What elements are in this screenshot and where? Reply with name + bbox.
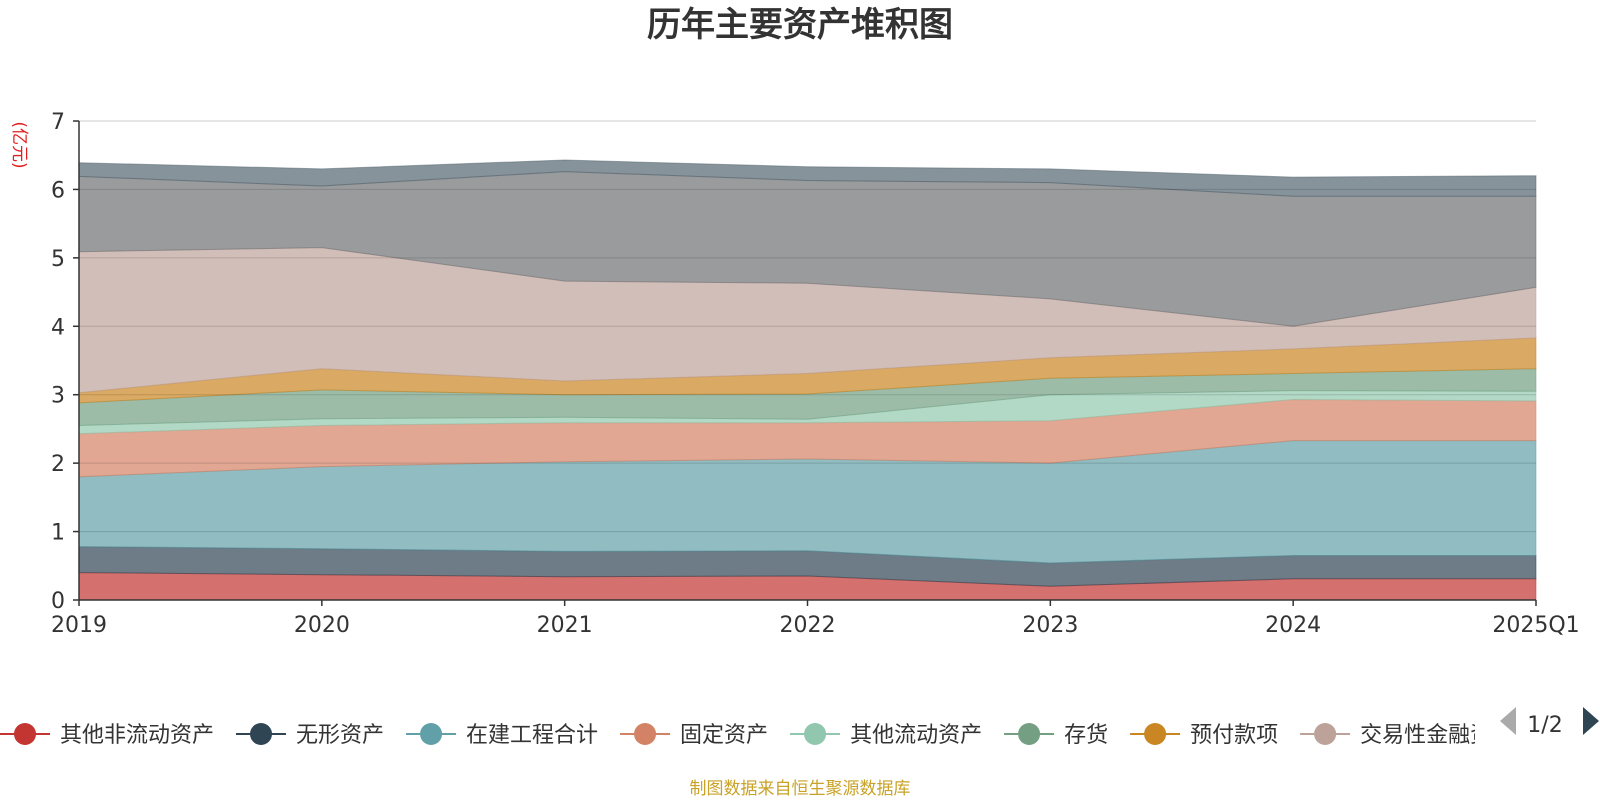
legend-label: 预付款项	[1190, 723, 1278, 748]
legend-label: 在建工程合计	[466, 723, 598, 748]
legend-label: 交易性金融资产	[1360, 723, 1514, 748]
legend-prev-icon[interactable]	[1500, 707, 1516, 735]
legend-label: 固定资产	[680, 723, 768, 748]
x-tick-label: 2023	[1022, 613, 1078, 638]
y-tick-label: 6	[51, 178, 65, 203]
chart-title: 历年主要资产堆积图	[647, 5, 953, 45]
y-axis-unit: (亿元)	[9, 121, 29, 168]
legend-marker-icon	[1314, 723, 1337, 745]
legend-marker-icon	[1144, 723, 1167, 745]
x-tick-label: 2021	[537, 613, 593, 638]
legend-marker-icon	[634, 723, 657, 745]
legend-item[interactable]: 交易性金融资产	[1300, 723, 1514, 748]
legend-marker-icon	[1018, 723, 1041, 745]
legend-item[interactable]: 其他非流动资产	[0, 723, 214, 748]
y-tick-label: 1	[51, 521, 65, 546]
legend-marker-icon	[420, 723, 443, 745]
legend-item[interactable]: 在建工程合计	[406, 723, 598, 748]
y-tick-label: 3	[51, 384, 65, 409]
y-tick-label: 0	[51, 589, 65, 614]
legend-label: 其他非流动资产	[60, 723, 214, 748]
legend-marker-icon	[804, 723, 827, 745]
legend-label: 存货	[1064, 723, 1108, 748]
y-tick-label: 5	[51, 247, 65, 272]
legend-pager: 1/2	[1500, 707, 1599, 738]
legend-marker-icon	[14, 723, 36, 745]
x-tick-label: 2025Q1	[1492, 613, 1579, 638]
y-tick-label: 2	[51, 452, 65, 477]
y-tick-label: 7	[51, 110, 65, 135]
grid-lines	[79, 120, 1536, 533]
legend-label: 无形资产	[296, 723, 384, 748]
legend-item[interactable]: 固定资产	[620, 723, 768, 748]
x-tick-label: 2019	[51, 613, 107, 638]
series-areas	[78, 159, 1537, 601]
source-note: 制图数据来自恒生聚源数据库	[690, 779, 911, 799]
legend-label: 其他流动资产	[850, 723, 982, 748]
legend: 其他非流动资产 无形资产 在建工程合计 固定资产 其他流动资产 存货 预付款项 交易性金融资产	[0, 723, 1514, 748]
x-tick-label: 2022	[780, 613, 836, 638]
y-tick-label: 4	[51, 315, 65, 340]
axes: 0 1 2 3 4 5 6 7 2019 2020 2021 2022 2023 2024 2025Q1	[51, 110, 1580, 638]
x-tick-label: 2020	[294, 613, 350, 638]
legend-item[interactable]: 其他流动资产	[790, 723, 982, 748]
area-series-9[interactable]	[78, 159, 1537, 197]
legend-next-icon[interactable]	[1583, 707, 1599, 735]
legend-item[interactable]: 无形资产	[236, 723, 384, 748]
legend-marker-icon	[250, 723, 273, 745]
x-tick-label: 2024	[1265, 613, 1321, 638]
legend-item[interactable]: 存货	[1004, 723, 1108, 748]
legend-page-indicator: 1/2	[1527, 713, 1562, 738]
legend-item[interactable]: 预付款项	[1130, 723, 1278, 748]
